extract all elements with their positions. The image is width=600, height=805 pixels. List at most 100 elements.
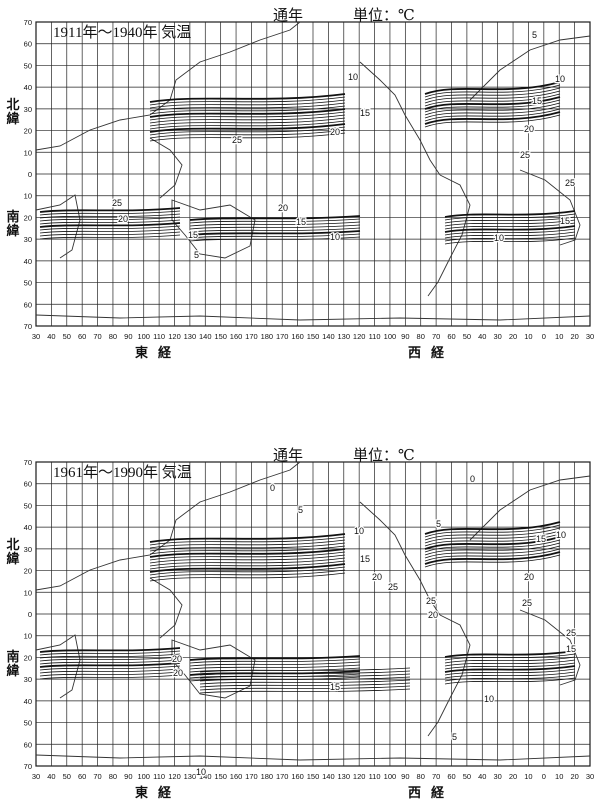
longitude-tick-label: 90 <box>401 772 409 781</box>
south-latitude-label: 南緯 <box>6 649 20 678</box>
isotherm-line <box>149 548 346 558</box>
isotherm-line <box>424 542 561 556</box>
isotherm-line <box>444 231 576 239</box>
longitude-tick-label: 40 <box>478 772 486 781</box>
latitude-tick-label: 30 <box>24 545 32 554</box>
isotherm-value-label: 25 <box>565 178 575 188</box>
coastline <box>171 639 256 699</box>
isotherm-line <box>149 114 346 124</box>
isotherm-line <box>149 129 346 139</box>
isotherm-line <box>39 653 181 659</box>
isotherm-value-label: 15 <box>188 230 198 240</box>
longitude-tick-label: 70 <box>93 332 101 341</box>
longitude-tick-label: 110 <box>153 772 165 781</box>
longitude-tick-label: 100 <box>384 772 397 781</box>
longitude-tick-label: 80 <box>109 772 117 781</box>
latitude-tick-label: 10 <box>24 192 32 201</box>
isotherm-line <box>444 659 576 667</box>
isotherm-line <box>149 99 346 109</box>
isotherm-line <box>39 228 181 234</box>
coastline <box>427 174 471 297</box>
longitude-tick-label: 140 <box>322 772 335 781</box>
isotherm-line <box>149 96 346 106</box>
longitude-tick-label: 50 <box>463 332 471 341</box>
isotherm-line <box>149 102 346 112</box>
isotherm-line <box>149 569 346 579</box>
coastline <box>35 314 591 321</box>
isotherm-line <box>424 102 561 116</box>
longitude-tick-label: 90 <box>124 772 132 781</box>
isotherm-line <box>149 560 346 570</box>
isotherm-line <box>424 530 561 544</box>
isotherm-line <box>444 237 576 245</box>
latitude-tick-label: 10 <box>24 632 32 641</box>
isotherm-line <box>149 105 346 115</box>
latitude-tick-label: 40 <box>24 523 32 532</box>
isotherm-line <box>39 659 181 665</box>
isotherm-value-label: 15 <box>536 534 546 544</box>
isotherm-line <box>189 658 361 664</box>
isotherm-value-label: 25 <box>112 198 122 208</box>
isotherm-line <box>189 233 361 239</box>
coastline <box>359 61 441 176</box>
latitude-tick-label: 10 <box>24 588 32 597</box>
isotherm-line <box>39 210 181 216</box>
longitude-tick-label: 0 <box>542 772 546 781</box>
coastline <box>35 461 301 591</box>
isotherm-value-label: 15 <box>360 108 370 118</box>
longitude-tick-label: 40 <box>47 332 55 341</box>
isotherm-line <box>149 563 346 573</box>
longitude-tick-label: 170 <box>245 332 258 341</box>
longitude-tick-label: 90 <box>401 332 409 341</box>
isotherm-line <box>149 554 346 564</box>
isotherm-value-label: 20 <box>278 203 288 213</box>
longitude-tick-label: 70 <box>432 772 440 781</box>
latitude-tick-label: 30 <box>24 235 32 244</box>
isotherm-line <box>424 105 561 119</box>
map-panel-1961-1990: 1961年～1990年 気温 通年 単位：℃ 北緯 南緯 東経 西経 30 40 5… <box>0 440 600 805</box>
isotherm-line <box>444 677 576 685</box>
isotherm-line <box>39 656 181 662</box>
isotherm-value-label: 25 <box>522 598 532 608</box>
isotherm-value-label: 20 <box>330 127 340 137</box>
isotherm-value-label: 20 <box>428 610 438 620</box>
coastline <box>519 609 581 686</box>
isotherm-line <box>199 688 411 694</box>
isotherm-value-label: 10 <box>330 232 340 242</box>
longitude-tick-label: 80 <box>417 772 425 781</box>
latitude-tick-label: 20 <box>24 127 32 136</box>
longitude-tick-label: 20 <box>570 772 578 781</box>
latitude-tick-label: 30 <box>24 105 32 114</box>
coastline <box>427 614 471 737</box>
isotherm-line <box>199 682 411 688</box>
isotherm-value-label: 5 <box>298 505 303 515</box>
longitude-tick-label: 100 <box>137 772 150 781</box>
longitude-tick-label: 130 <box>184 772 197 781</box>
isotherm-line <box>189 227 361 233</box>
isotherm-value-label: 15 <box>560 216 570 226</box>
longitude-tick-label: 160 <box>230 772 243 781</box>
coastline <box>149 577 183 639</box>
isotherm-line <box>444 210 576 218</box>
longitude-tick-label: 160 <box>291 772 304 781</box>
isotherm-value-label: 10 <box>348 72 358 82</box>
isotherm-value-label: 10 <box>555 74 565 84</box>
latitude-tick-label: 50 <box>24 501 32 510</box>
isotherm-line <box>199 667 411 673</box>
isotherm-value-label: 20 <box>172 654 182 664</box>
longitude-tick-label: 60 <box>447 332 455 341</box>
isotherm-map-1961-1990: 30 40 50 60 70 80 90 100 110 120 130 140 150 160 170 18… <box>24 458 595 781</box>
isotherm-line <box>149 126 346 136</box>
isotherm-line <box>149 536 346 546</box>
isotherm-line <box>199 685 411 691</box>
isotherm-value-label: 10 <box>354 526 364 536</box>
coastline <box>35 634 81 699</box>
map-title: 1911年～1940年 気温 通年 単位：℃ <box>38 4 415 93</box>
isotherm-line <box>149 120 346 130</box>
isotherm-line <box>149 539 346 549</box>
longitude-tick-label: 180 <box>261 332 274 341</box>
longitude-tick-label: 0 <box>542 332 546 341</box>
isotherm-line <box>424 533 561 547</box>
latitude-tick-label: 40 <box>24 697 32 706</box>
longitude-tick-label: 170 <box>245 772 258 781</box>
